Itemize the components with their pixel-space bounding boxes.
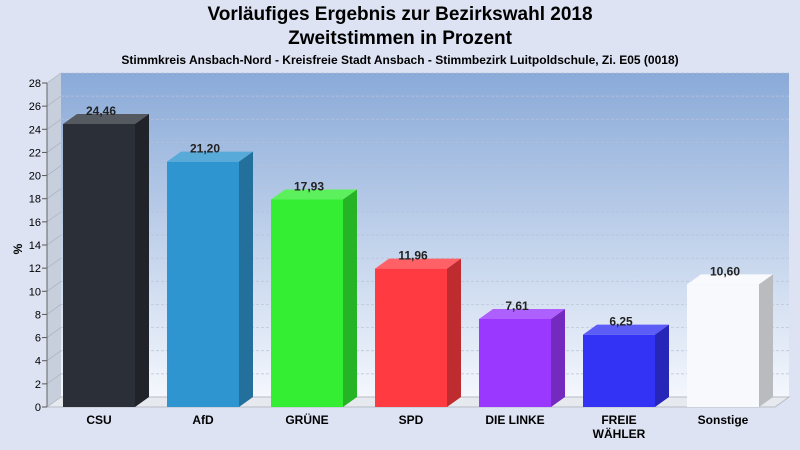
- bar-side: [447, 258, 461, 407]
- chart-subtitle: Zweitstimmen in Prozent: [288, 28, 512, 49]
- data-label: 6,25: [609, 315, 633, 329]
- bar-side: [551, 308, 565, 407]
- bar-front: [167, 161, 239, 407]
- y-tick-label: 20: [29, 171, 41, 183]
- bar-top: [167, 151, 253, 162]
- y-tick-label: 12: [29, 263, 41, 275]
- chart-district-label: Stimmkreis Ansbach-Nord - Kreisfreie Sta…: [121, 53, 679, 67]
- data-label: 7,61: [505, 299, 529, 313]
- bar-side: [655, 324, 669, 407]
- bar-die-linke: [479, 308, 565, 407]
- y-tick-label: 18: [29, 194, 41, 206]
- x-tick-label: CSU: [86, 413, 111, 427]
- y-tick-label: 8: [35, 309, 41, 321]
- y-tick-label: 0: [35, 402, 41, 414]
- y-tick-label: 24: [29, 124, 41, 136]
- gridline: [46, 142, 62, 153]
- bar-afd: [167, 151, 253, 407]
- gridline: [46, 72, 62, 84]
- bar-top: [271, 189, 357, 200]
- x-tick-label: GRÜNE: [285, 412, 328, 427]
- y-axis-label: %: [11, 243, 25, 254]
- chart-title: Vorläufiges Ergebnis zur Bezirkswahl 201…: [207, 4, 593, 25]
- bar-sonstige: [687, 274, 773, 407]
- gridline: [46, 119, 62, 130]
- bar-grüne: [271, 189, 357, 407]
- bar-side: [135, 113, 149, 407]
- y-tick-label: 4: [35, 356, 41, 368]
- y-tick-label: 2: [35, 379, 41, 391]
- bar-csu: [63, 113, 149, 407]
- gridline: [46, 95, 62, 107]
- bar-front: [63, 123, 135, 407]
- gridline: [46, 165, 62, 176]
- y-tick-label: 10: [29, 286, 41, 298]
- bar-side: [343, 189, 357, 407]
- bar-freie-wähler: [583, 324, 669, 407]
- bar-top: [375, 258, 461, 269]
- x-tick-label: SPD: [399, 413, 424, 427]
- bar-top: [687, 274, 773, 285]
- bar-spd: [375, 258, 461, 407]
- data-label: 17,93: [294, 180, 324, 194]
- gridline: [46, 304, 62, 315]
- gridline: [46, 211, 62, 223]
- y-tick-label: 14: [29, 240, 41, 252]
- gridline: [46, 188, 62, 199]
- gridline: [46, 257, 62, 269]
- x-tick-label: AfD: [192, 413, 214, 427]
- y-tick-label: 16: [29, 217, 41, 229]
- bar-front: [375, 268, 447, 407]
- bar-front: [271, 199, 343, 407]
- bar-front: [479, 318, 551, 407]
- y-tick-label: 28: [29, 78, 41, 90]
- bar-top: [479, 308, 565, 319]
- data-label: 11,96: [398, 249, 428, 263]
- bar-top: [583, 324, 669, 335]
- data-label: 10,60: [710, 264, 740, 278]
- gridline: [46, 373, 62, 385]
- x-tick-label: DIE LINKE: [485, 413, 544, 427]
- bar-side: [759, 274, 773, 407]
- x-tick-label: Sonstige: [698, 413, 749, 427]
- y-tick-label: 26: [29, 101, 41, 113]
- bar-side: [239, 151, 253, 407]
- data-label: 24,46: [86, 104, 116, 118]
- bar-top: [63, 113, 149, 124]
- gridline: [46, 350, 62, 361]
- gridline: [46, 234, 62, 246]
- y-tick-label: 22: [29, 147, 41, 159]
- x-tick-label: FREIE WÄHLER: [593, 413, 646, 441]
- data-label: 21,20: [190, 142, 220, 156]
- gridline: [46, 281, 62, 292]
- bar-front: [687, 284, 759, 407]
- gridline: [46, 327, 62, 338]
- bar-front: [583, 334, 655, 407]
- y-tick-label: 6: [35, 333, 41, 345]
